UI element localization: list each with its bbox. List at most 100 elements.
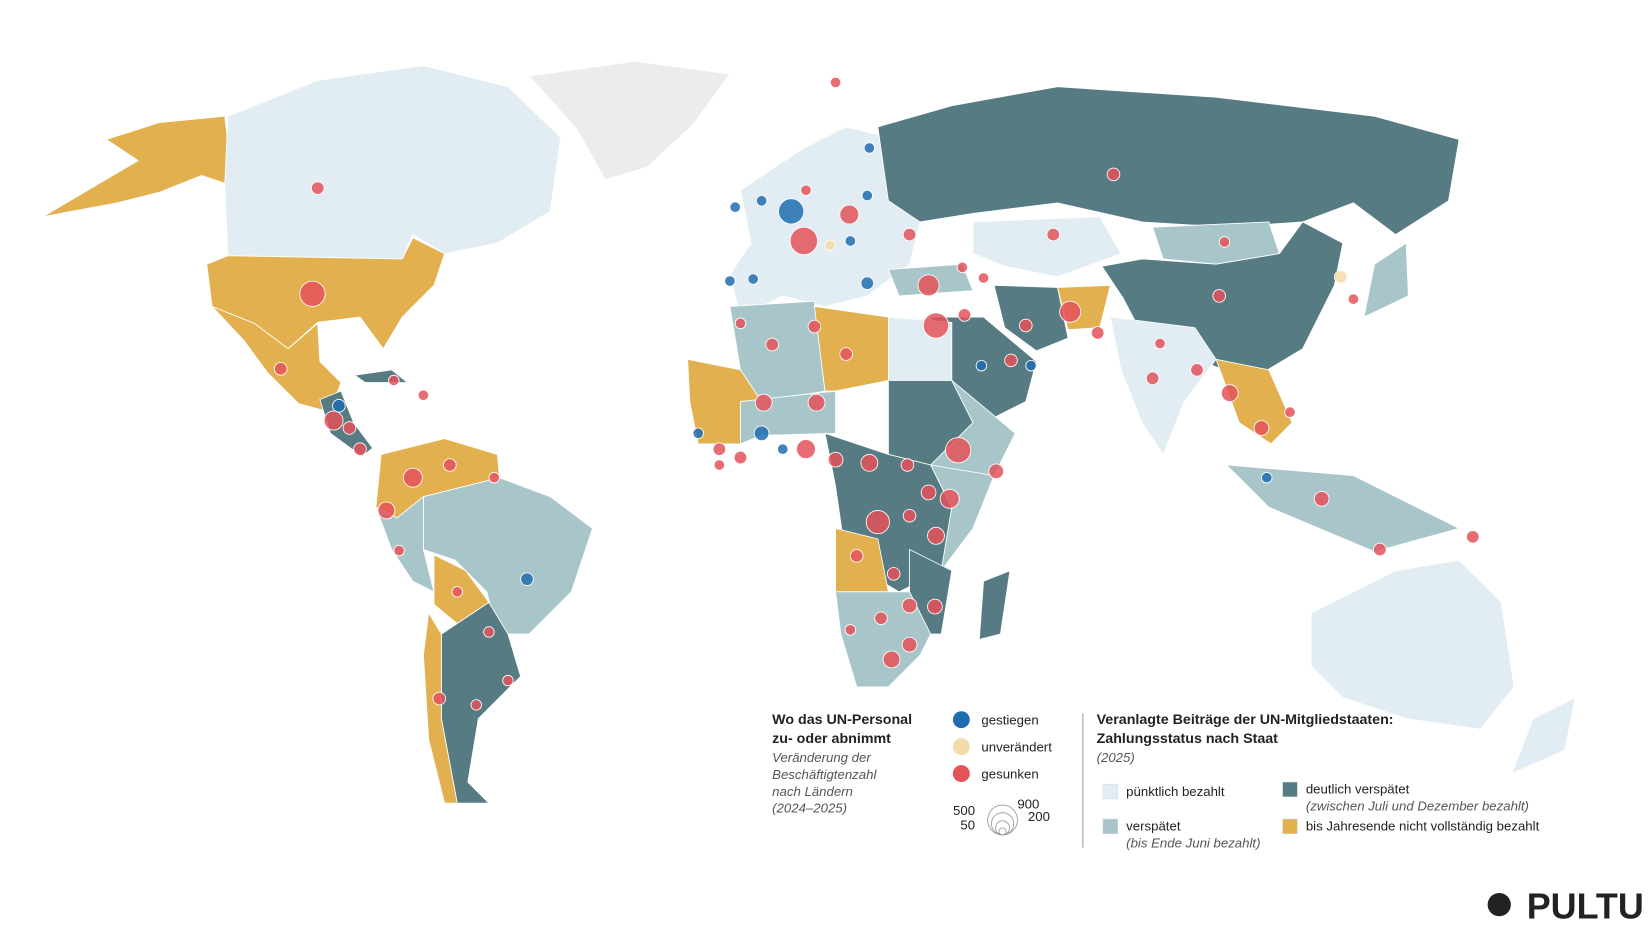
- legend-note: (bis Ende Juni bezahlt): [1126, 836, 1260, 851]
- india: [1109, 316, 1217, 456]
- staff-bubble: [765, 337, 779, 352]
- staff-bubble: [1373, 542, 1387, 557]
- staff-bubble: [1212, 289, 1226, 303]
- staff-bubble: [273, 362, 288, 376]
- staff-bubble: [1090, 326, 1105, 340]
- staff-bubble: [332, 399, 346, 413]
- staff-bubble: [865, 510, 890, 535]
- staff-bubble: [1145, 371, 1160, 386]
- legend-swatch: [1102, 783, 1119, 800]
- staff-bubble: [886, 567, 901, 581]
- legend-swatch: [1102, 818, 1119, 835]
- logo-text: PULTU: [1527, 885, 1644, 926]
- logo: PULTU: [1487, 885, 1644, 926]
- legend-note: (zwischen Juli und Dezember bezahlt): [1306, 799, 1529, 814]
- staff-bubble: [692, 427, 704, 440]
- libya: [813, 305, 889, 392]
- japan: [1363, 242, 1409, 318]
- legend-swatch: [952, 738, 970, 756]
- staff-bubble: [470, 699, 482, 711]
- legend-label: unverändert: [981, 739, 1052, 754]
- staff-bubble: [1313, 490, 1330, 507]
- staff-bubble: [902, 227, 917, 242]
- staff-bubble: [342, 421, 357, 435]
- legend-subtitle: (2024–2025): [772, 801, 847, 816]
- staff-bubble: [1106, 167, 1121, 182]
- cuba: [353, 369, 409, 383]
- staff-bubble: [860, 454, 879, 472]
- staff-bubble: [747, 273, 759, 285]
- staff-bubble: [299, 280, 326, 307]
- staff-bubble: [712, 442, 727, 456]
- staff-bubble: [377, 501, 396, 520]
- staff-bubble: [393, 544, 405, 557]
- staff-bubble: [796, 439, 816, 460]
- madagascar: [978, 570, 1011, 640]
- staff-bubble: [789, 226, 819, 256]
- staff-bubble: [861, 189, 873, 202]
- staff-bubble: [882, 650, 901, 669]
- staff-bubble: [901, 597, 918, 614]
- staff-bubble: [754, 393, 773, 412]
- staff-bubble: [829, 76, 842, 89]
- staff-bubble: [957, 308, 972, 322]
- staff-bubble: [753, 425, 770, 442]
- iran: [993, 284, 1069, 352]
- staff-bubble: [827, 451, 844, 468]
- staff-bubble: [483, 626, 495, 638]
- southeast-asia: [1215, 358, 1293, 445]
- staff-bubble: [1019, 318, 1033, 333]
- staff-bubble: [1059, 300, 1082, 323]
- staff-bubble: [520, 572, 534, 586]
- staff-bubble: [939, 488, 960, 509]
- staff-bubble: [1261, 471, 1273, 484]
- staff-bubble: [734, 317, 747, 330]
- staff-bubble: [1218, 236, 1231, 248]
- staff-bubble: [353, 442, 367, 456]
- staff-bubble: [729, 201, 741, 213]
- staff-bubble: [900, 458, 915, 472]
- staff-bubble: [920, 484, 937, 501]
- staff-bubble: [902, 508, 917, 523]
- staff-bubble: [922, 312, 950, 339]
- staff-bubble: [502, 674, 514, 687]
- legend-subtitle: Beschäftigtenzahl: [772, 767, 877, 782]
- staff-bubble: [488, 471, 500, 484]
- staff-bubble: [733, 450, 748, 465]
- legend-label: deutlich verspätet: [1306, 782, 1410, 797]
- legend-label: gesunken: [981, 766, 1038, 781]
- size-circle: [991, 812, 1015, 836]
- staff-bubble: [1004, 353, 1018, 368]
- staff-bubble: [874, 611, 888, 626]
- logo-icon: [1487, 893, 1511, 917]
- legend-title: zu- oder abnimmt: [772, 731, 891, 747]
- payment-items: pünktlich bezahlt verspätet (bis Ende Juni…: [1102, 782, 1540, 851]
- mexico: [211, 306, 342, 413]
- legend-label: bis Jahresende nicht vollständig bezahlt: [1306, 819, 1540, 834]
- countries: [42, 60, 1576, 804]
- canada: [224, 65, 562, 260]
- legend-swatch: [1282, 818, 1298, 835]
- staff-bubble: [988, 463, 1005, 480]
- legend-title: Veranlagte Beiträge der UN-Mitgliedstaat…: [1097, 712, 1394, 728]
- legend-title: Wo das UN-Personal: [772, 712, 912, 728]
- staff-bubble: [844, 624, 857, 636]
- new-zealand: [1511, 696, 1576, 775]
- size-legend: 500 900 50 200: [953, 796, 1050, 836]
- staff-bubble: [417, 389, 430, 401]
- staff-bubble: [755, 195, 768, 207]
- staff-bubble: [860, 276, 875, 290]
- staff-bubble: [310, 181, 325, 195]
- legend-swatch: [952, 711, 970, 729]
- staff-bubble: [1333, 270, 1348, 284]
- staff-bubble: [1025, 359, 1037, 372]
- legend-label: pünktlich bezahlt: [1126, 784, 1225, 799]
- staff-bubble: [917, 274, 940, 297]
- indonesia: [1225, 464, 1461, 553]
- size-label: 500: [953, 803, 975, 818]
- brazil: [422, 477, 593, 635]
- staff-bubble: [443, 458, 457, 472]
- staff-bubble: [975, 359, 988, 372]
- alaska: [42, 115, 234, 218]
- legend-label: verspätet: [1126, 819, 1181, 834]
